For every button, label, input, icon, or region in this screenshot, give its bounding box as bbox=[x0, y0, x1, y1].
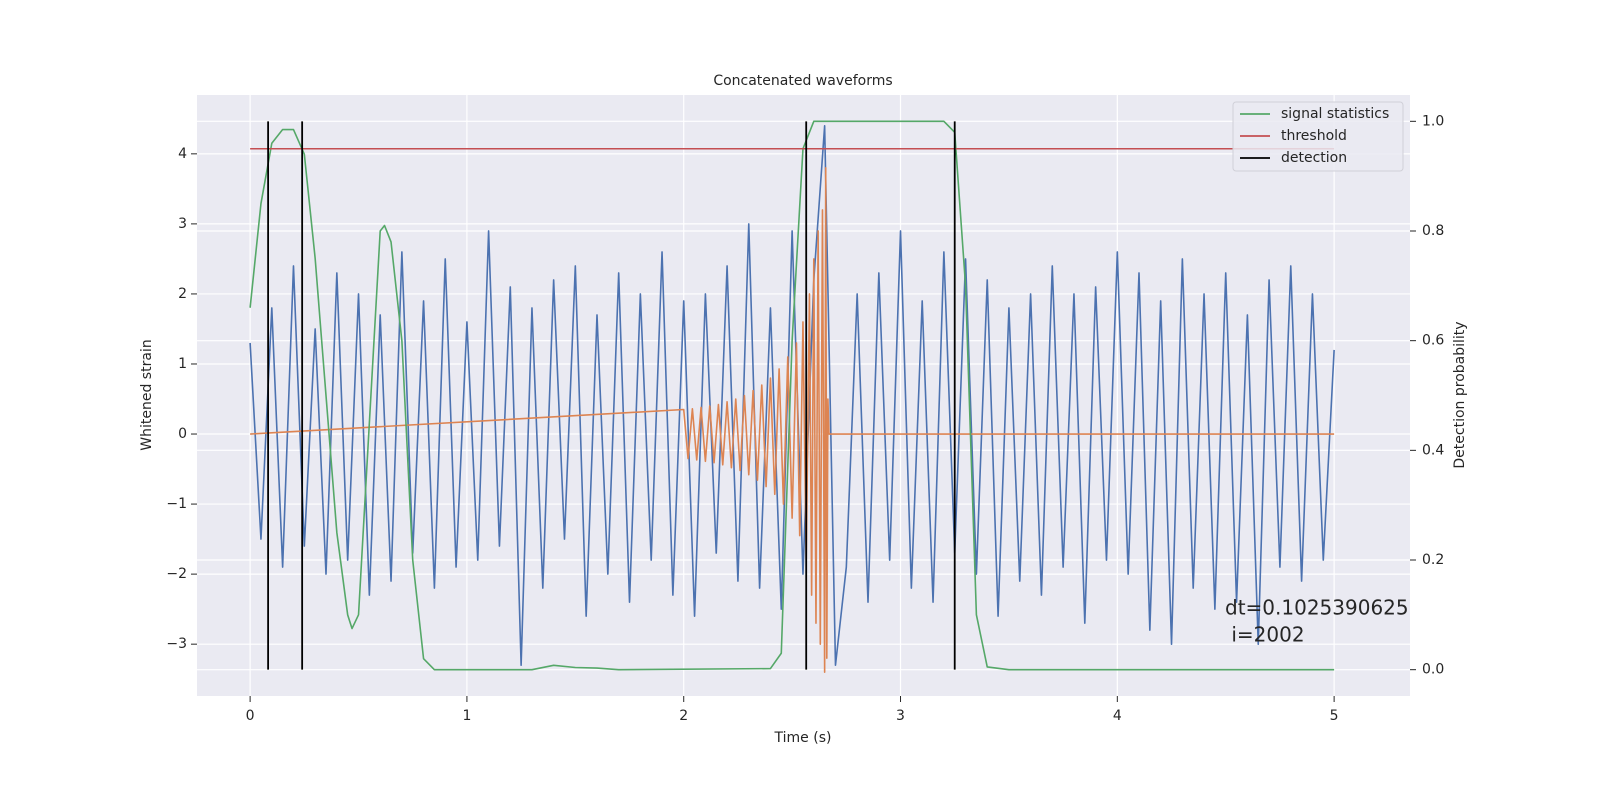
y2-tick-label: 1.0 bbox=[1422, 113, 1444, 129]
x-tick-label: 0 bbox=[246, 708, 255, 724]
chart-title: Concatenated waveforms bbox=[713, 73, 892, 89]
y-tick-label: −1 bbox=[166, 496, 187, 512]
y2-tick-label: 0.2 bbox=[1422, 552, 1444, 568]
x-tick-label: 3 bbox=[896, 708, 905, 724]
y-tick-label: 0 bbox=[178, 426, 187, 442]
y-tick-label: 3 bbox=[178, 216, 187, 232]
y2-tick-label: 0.6 bbox=[1422, 333, 1444, 349]
y-tick-label: −3 bbox=[166, 636, 187, 652]
series-line bbox=[249, 120, 1335, 671]
y2-tick-label: 0.4 bbox=[1422, 442, 1444, 458]
y2-axis-label: Detection probability bbox=[1452, 321, 1468, 468]
y2-tick-label: 0.0 bbox=[1422, 662, 1444, 678]
series-line bbox=[249, 125, 1335, 666]
legend-label: detection bbox=[1281, 150, 1347, 166]
annotation: dt=0.1025390625 bbox=[1225, 596, 1409, 620]
y2-tick-label: 0.8 bbox=[1422, 223, 1444, 239]
y-tick-label: −2 bbox=[166, 566, 187, 582]
x-axis-label: Time (s) bbox=[774, 730, 832, 746]
annotation: i=2002 bbox=[1225, 623, 1305, 647]
x-tick-label: 4 bbox=[1113, 708, 1122, 724]
x-tick-label: 5 bbox=[1330, 708, 1339, 724]
legend-label: signal statistics bbox=[1281, 106, 1389, 122]
series-line bbox=[250, 167, 1335, 673]
y-tick-label: 2 bbox=[178, 286, 187, 302]
x-tick-label: 2 bbox=[679, 708, 688, 724]
legend-box bbox=[1232, 101, 1404, 172]
legend-label: threshold bbox=[1281, 128, 1347, 144]
y-tick-label: 1 bbox=[178, 356, 187, 372]
y-tick-label: 4 bbox=[178, 146, 187, 162]
x-tick-label: 1 bbox=[462, 708, 471, 724]
y-axis-label: Whitened strain bbox=[139, 339, 155, 450]
